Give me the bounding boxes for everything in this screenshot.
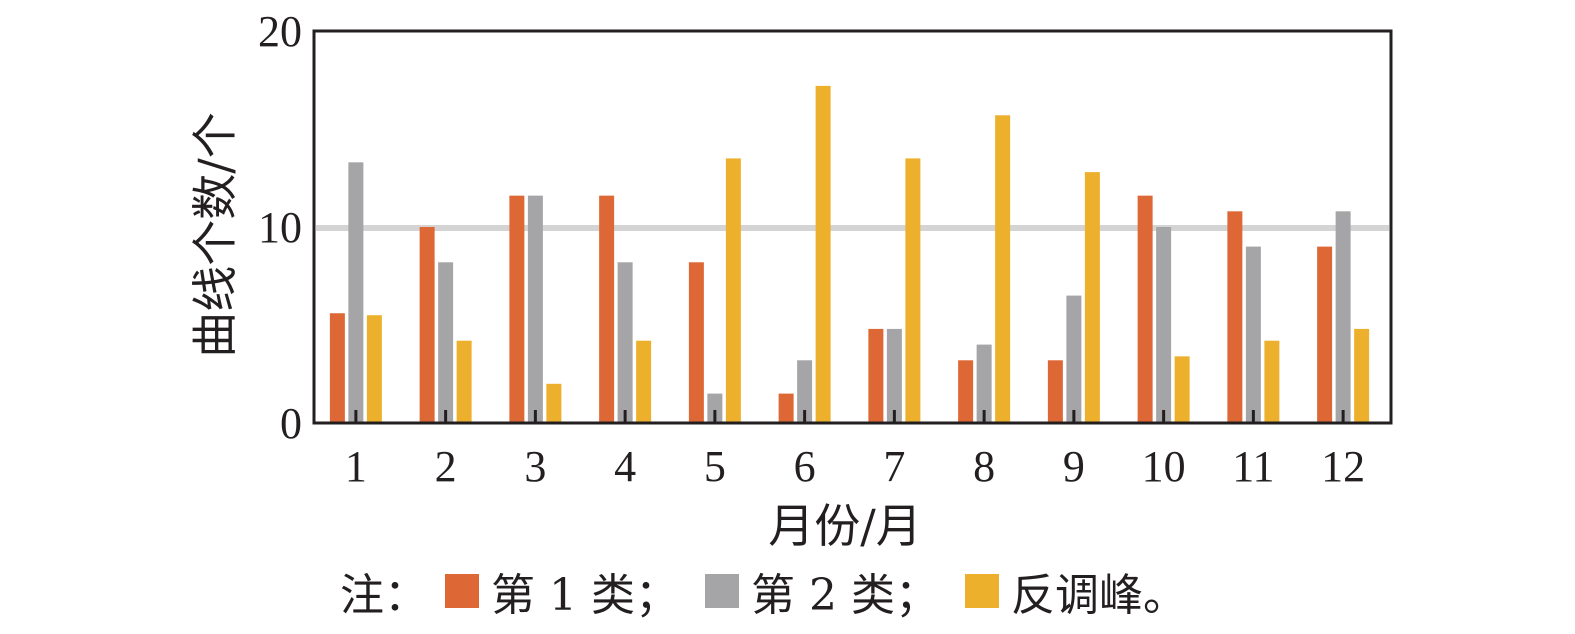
bar-2-month-5: [707, 393, 723, 423]
bar-3-month-3: [546, 383, 562, 423]
bar-1-month-1: [329, 313, 345, 423]
bar-1-month-11: [1227, 211, 1243, 423]
y-tick-label: 0: [280, 399, 302, 448]
bar-2-month-7: [886, 328, 902, 423]
legend-label: 第 1 类；: [491, 570, 679, 621]
bar-2-month-3: [527, 195, 543, 423]
x-tick-label: 8: [973, 442, 995, 491]
bar-3-month-1: [366, 315, 382, 423]
legend-label: 反调峰。: [1011, 570, 1187, 621]
bar-2-month-9: [1066, 295, 1082, 423]
bar-1-month-9: [1047, 360, 1063, 423]
x-tick-label: 1: [345, 442, 367, 491]
x-tick-label: 6: [794, 442, 816, 491]
y-tick-label: 20: [258, 7, 302, 56]
bar-3-month-7: [905, 158, 921, 423]
bar-1-month-7: [868, 328, 884, 423]
bar-2-month-1: [348, 162, 364, 423]
bar-3-month-11: [1264, 340, 1280, 423]
legend-swatch: [965, 574, 999, 608]
bar-3-month-5: [725, 158, 741, 423]
x-tick-label: 7: [883, 442, 905, 491]
x-axis-tick-labels: 1 2 3 4 5 6 7 8 9 10 11 12: [345, 442, 1365, 491]
bar-3-month-12: [1354, 328, 1370, 423]
y-axis-ticks: 0 10 20: [258, 7, 302, 448]
x-tick-label: 11: [1232, 442, 1274, 491]
bar-2-month-10: [1156, 227, 1172, 423]
bar-2-month-11: [1245, 246, 1261, 423]
bar-1-month-10: [1137, 195, 1153, 423]
bar-2-month-4: [617, 262, 633, 423]
bar-1-month-4: [599, 195, 615, 423]
bar-3-month-2: [456, 340, 472, 423]
bar-3-month-9: [1084, 172, 1100, 423]
bar-3-month-6: [815, 85, 831, 423]
bar-3-month-8: [995, 115, 1011, 423]
bar-3-month-4: [636, 340, 652, 423]
x-tick-label: 2: [435, 442, 457, 491]
legend: 注： 第 1 类； 第 2 类； 反调峰。: [340, 570, 1187, 621]
x-tick-label: 9: [1063, 442, 1085, 491]
legend-label: 第 2 类；: [751, 570, 939, 621]
y-tick-label: 10: [258, 203, 302, 252]
bar-1-month-3: [509, 195, 525, 423]
x-tick-label: 10: [1142, 442, 1186, 491]
plot-frame: [312, 29, 1393, 425]
bar-1-month-8: [958, 360, 974, 423]
legend-swatch: [705, 574, 739, 608]
x-tick-label: 12: [1321, 442, 1365, 491]
legend-prefix: 注：: [340, 570, 428, 621]
x-axis-title: 月份/月: [768, 499, 922, 553]
bar-1-month-5: [688, 262, 704, 423]
legend-swatch: [445, 574, 479, 608]
bar-2-month-8: [976, 344, 992, 423]
bar-2-month-6: [797, 360, 813, 423]
bar-1-month-6: [778, 393, 794, 423]
y-axis-title: 曲线个数/个: [188, 112, 242, 358]
x-tick-label: 3: [524, 442, 546, 491]
x-tick-label: 5: [704, 442, 726, 491]
bars: [329, 85, 1370, 423]
bar-1-month-2: [419, 227, 435, 423]
bar-3-month-10: [1174, 356, 1190, 423]
x-axis-ticks: [354, 410, 1345, 423]
bar-2-month-12: [1335, 211, 1351, 423]
x-tick-label: 4: [614, 442, 636, 491]
bar-2-month-2: [438, 262, 454, 423]
bar-1-month-12: [1317, 246, 1333, 423]
